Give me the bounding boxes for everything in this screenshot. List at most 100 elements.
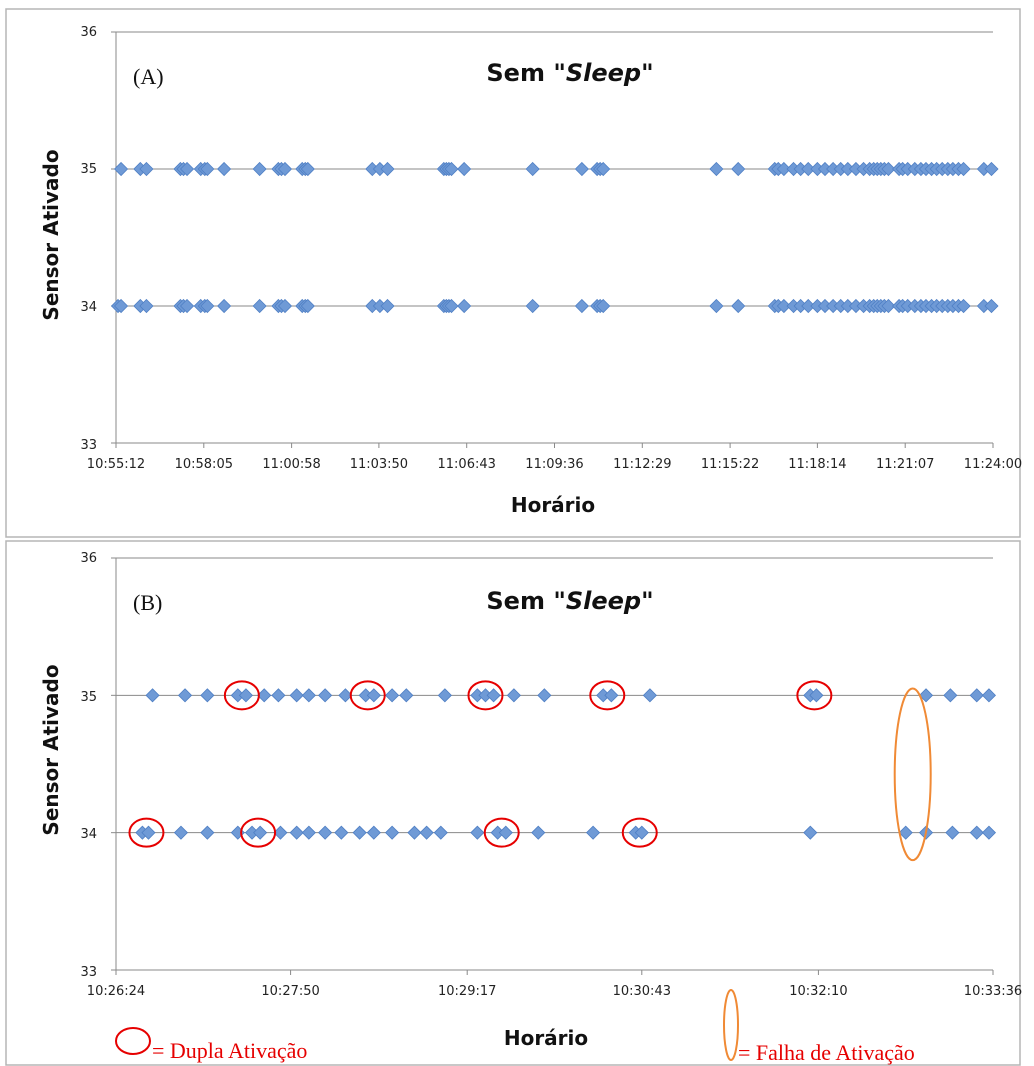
data-point bbox=[634, 825, 649, 840]
data-point bbox=[145, 688, 160, 703]
data-point bbox=[318, 825, 333, 840]
data-point bbox=[709, 298, 724, 314]
data-point bbox=[984, 298, 999, 314]
data-point bbox=[574, 161, 589, 177]
data-point bbox=[596, 298, 611, 314]
data-point bbox=[301, 688, 316, 703]
x-tick-label: 11:18:14 bbox=[788, 457, 846, 472]
data-point bbox=[642, 688, 657, 703]
data-point bbox=[981, 688, 997, 703]
data-point bbox=[956, 298, 971, 314]
panel-a-y-tick-label: 34 bbox=[80, 300, 97, 315]
x-tick-label: 10:30:43 bbox=[613, 984, 671, 999]
data-point bbox=[731, 298, 746, 314]
x-tick-label: 10:27:50 bbox=[261, 984, 319, 999]
data-point bbox=[709, 161, 724, 177]
data-point bbox=[366, 688, 381, 703]
data-point bbox=[486, 688, 501, 703]
panel-b-y-tick-label: 34 bbox=[80, 827, 97, 842]
data-point bbox=[574, 298, 589, 314]
data-point bbox=[289, 825, 304, 840]
panel-b-axes bbox=[115, 558, 993, 971]
dupla-ativacao-circle bbox=[483, 817, 520, 848]
data-point bbox=[984, 161, 999, 177]
data-point bbox=[252, 298, 267, 314]
data-point bbox=[776, 161, 791, 177]
data-point bbox=[366, 825, 381, 840]
data-point bbox=[380, 161, 395, 177]
legend-dupla-ativacao-symbol bbox=[115, 1027, 151, 1055]
panel-a-x-ticks: 10:55:12 10:58:05 11:00:58 11:03:50 11:06:43… bbox=[87, 443, 1022, 472]
data-point bbox=[380, 298, 395, 314]
data-point bbox=[537, 688, 552, 703]
data-point bbox=[457, 298, 472, 314]
data-point bbox=[277, 298, 293, 314]
panel-a-y-tick-label: 36 bbox=[80, 25, 97, 40]
data-point bbox=[200, 161, 215, 177]
data-point bbox=[200, 688, 215, 703]
x-tick-label: 10:26:24 bbox=[87, 984, 145, 999]
data-point bbox=[407, 825, 422, 840]
data-point bbox=[943, 688, 958, 703]
panel-b-y-tick-label: 33 bbox=[80, 965, 97, 980]
data-point bbox=[881, 298, 896, 314]
data-point bbox=[470, 825, 485, 840]
data-point bbox=[277, 161, 293, 177]
panel-a-x-axis-title: Horário bbox=[511, 493, 595, 517]
data-point bbox=[271, 688, 286, 703]
data-point bbox=[444, 161, 459, 177]
data-point bbox=[604, 688, 619, 703]
data-point bbox=[179, 161, 195, 177]
data-point bbox=[981, 825, 997, 840]
x-tick-label: 10:33:36 bbox=[964, 984, 1022, 999]
data-point bbox=[803, 825, 818, 840]
chart-panel-b: (B) Sem "Sleep" Sensor Ativado Horário 3… bbox=[5, 540, 1022, 1066]
legend: = Dupla Ativação = Falha de Ativação bbox=[115, 989, 915, 1065]
panel-b-y-axis-title: Sensor Ativado bbox=[39, 664, 63, 835]
data-point bbox=[385, 825, 400, 840]
data-point bbox=[114, 161, 129, 177]
panel-b-annotations bbox=[128, 680, 932, 862]
x-tick-label: 11:21:07 bbox=[876, 457, 934, 472]
data-point bbox=[289, 688, 304, 703]
dupla-ativacao-circle bbox=[621, 817, 658, 848]
legend-falha-ativacao-label: = Falha de Ativação bbox=[738, 1040, 915, 1065]
x-tick-label: 11:15:22 bbox=[701, 457, 759, 472]
panel-a-label: (A) bbox=[133, 64, 164, 89]
dupla-ativacao-circle bbox=[349, 680, 386, 711]
data-point bbox=[217, 161, 232, 177]
data-point bbox=[179, 298, 195, 314]
legend-falha-ativacao-symbol bbox=[723, 989, 739, 1061]
data-point bbox=[338, 688, 353, 703]
data-point bbox=[253, 825, 268, 840]
panel-a-y-tick-label: 35 bbox=[80, 162, 97, 177]
dupla-ativacao-circle bbox=[128, 817, 165, 848]
x-tick-label: 10:55:12 bbox=[87, 457, 145, 472]
data-point bbox=[731, 161, 746, 177]
data-point bbox=[139, 161, 154, 177]
data-point bbox=[252, 161, 267, 177]
chart-panel-a: (A) Sem "Sleep" Sensor Ativado Horário 3… bbox=[5, 8, 1022, 538]
dupla-ativacao-circle bbox=[467, 680, 504, 711]
x-tick-label: 10:32:10 bbox=[789, 984, 847, 999]
dupla-ativacao-circle bbox=[589, 680, 626, 711]
data-point bbox=[273, 825, 288, 840]
data-point bbox=[300, 161, 315, 177]
panel-b-y-tick-label: 35 bbox=[80, 690, 97, 705]
panel-b-x-axis-title: Horário bbox=[504, 1026, 588, 1050]
x-tick-label: 11:12:29 bbox=[613, 457, 671, 472]
panel-a-frame bbox=[5, 8, 1021, 538]
panel-a-y-tick-label: 33 bbox=[80, 438, 97, 453]
data-point bbox=[352, 825, 367, 840]
panel-a-data-points bbox=[110, 161, 999, 314]
data-point bbox=[918, 688, 934, 703]
data-point bbox=[141, 825, 156, 840]
dupla-ativacao-circle bbox=[223, 680, 260, 711]
data-point bbox=[525, 298, 540, 314]
data-point bbox=[200, 825, 215, 840]
panel-a-title: Sem "Sleep" bbox=[486, 59, 653, 87]
data-point bbox=[385, 688, 400, 703]
data-point bbox=[525, 161, 540, 177]
falha-ativacao-ellipse bbox=[893, 687, 932, 862]
